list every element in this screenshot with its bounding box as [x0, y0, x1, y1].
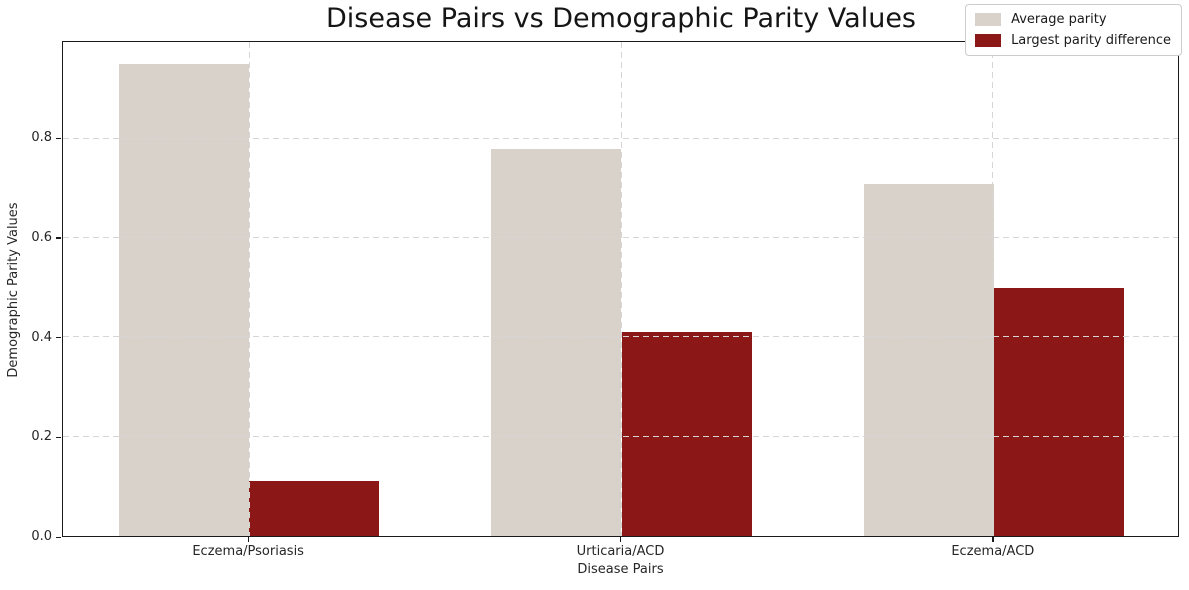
bar-largest-parity-difference: [993, 287, 1125, 536]
legend-swatch-largest-parity-difference: [975, 34, 1002, 47]
y-axis-label: Demographic Parity Values: [6, 202, 21, 378]
x-tick-label: Eczema/ACD: [951, 544, 1035, 559]
y-tick-mark: [56, 536, 61, 538]
x-tick-mark: [247, 537, 249, 542]
chart-title: Disease Pairs vs Demographic Parity Valu…: [325, 3, 917, 34]
x-tick-label: Urticaria/ACD: [576, 544, 665, 559]
legend-item: Largest parity difference: [975, 33, 1171, 48]
legend: Average parity Largest parity difference: [965, 4, 1182, 56]
plot-area: [62, 41, 1179, 537]
x-tick-label: Eczema/Psoriasis: [192, 544, 304, 559]
y-tick-label: 0.0: [31, 529, 52, 544]
v-gridline: [248, 42, 250, 536]
legend-item: Average parity: [975, 12, 1171, 27]
legend-label: Average parity: [1011, 12, 1107, 27]
bar-average-parity: [863, 183, 994, 536]
y-tick-label: 0.6: [31, 229, 52, 245]
bar-largest-parity-difference: [249, 481, 380, 536]
y-tick-mark: [56, 337, 61, 339]
y-tick-label: 0.2: [31, 429, 52, 445]
bar-average-parity: [491, 148, 622, 536]
y-tick-label: 0.4: [31, 329, 52, 345]
y-tick-mark: [56, 137, 61, 139]
y-tick-mark: [56, 237, 61, 239]
x-tick-mark: [992, 537, 994, 542]
y-tick-label: 0.8: [31, 130, 52, 146]
legend-label: Largest parity difference: [1011, 33, 1171, 48]
v-gridline: [992, 42, 994, 536]
y-tick-mark: [56, 436, 61, 439]
bar-largest-parity-difference: [621, 332, 752, 536]
bar-average-parity: [118, 64, 250, 536]
v-gridline: [620, 42, 622, 536]
x-tick-mark: [620, 537, 622, 542]
legend-swatch-average-parity: [975, 13, 1002, 26]
x-axis-label: Disease Pairs: [577, 562, 664, 577]
